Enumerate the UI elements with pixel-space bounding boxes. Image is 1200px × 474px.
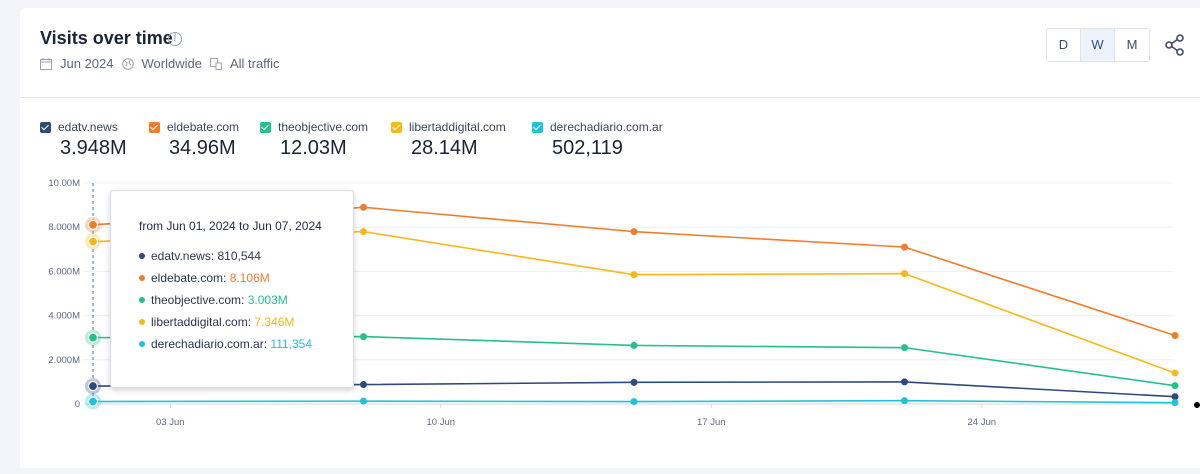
y-tick-label: 0 [75, 399, 80, 410]
legend-checkbox-theobjective[interactable] [260, 121, 271, 133]
tooltip-row-eldebate: eldebate.com: 8.106M [139, 271, 270, 285]
legend-item-theobjective[interactable]: theobjective.com 12.03M [260, 119, 391, 160]
region-label: Worldwide [141, 56, 202, 71]
y-tick-label: 4.000M [48, 311, 80, 322]
tooltip-label: libertaddigital.com: [151, 315, 252, 329]
share-icon[interactable] [1164, 34, 1186, 56]
chart-legend: edatv.news 3.948M eldebate.com 34.96M th… [40, 119, 692, 160]
tooltip-label: theobjective.com: [151, 293, 245, 307]
legend-value: 3.948M [60, 137, 127, 159]
legend-name: edatv.news [58, 120, 118, 134]
granularity-week-button[interactable]: W [1081, 29, 1115, 61]
legend-item-derechadiario[interactable]: derechadiario.com.ar 502,119 [532, 119, 692, 160]
data-point [630, 341, 638, 349]
granularity-toggle: D W M [1046, 28, 1150, 62]
highlight-point [87, 219, 99, 230]
tooltip-row-theobjective: theobjective.com: 3.003M [139, 293, 288, 307]
devices-icon [209, 57, 222, 70]
legend-checkbox-edatv[interactable] [40, 121, 51, 133]
page-title: Visits over time [40, 28, 173, 48]
region-filter[interactable]: Worldwide [121, 56, 202, 71]
tooltip-row-libertaddigital: libertaddigital.com: 7.346M [139, 315, 294, 329]
data-point [630, 228, 638, 236]
tooltip-value: 810,544 [217, 249, 261, 263]
card-header: Visits over time i Jun 2024 Worldwide Al… [20, 8, 1200, 98]
tooltip-value: 8.106M [229, 271, 270, 285]
tooltip-value: 7.346M [254, 315, 295, 329]
tooltip-value: 111,354 [270, 337, 313, 351]
data-point [1171, 369, 1179, 377]
tooltip-row-edatv: edatv.news: 810,544 [139, 249, 261, 263]
data-point [360, 203, 367, 211]
tooltip-dot [139, 319, 145, 325]
data-point [901, 397, 908, 405]
x-tick-label: 17 Jun [697, 417, 726, 428]
calendar-icon [40, 57, 52, 70]
data-point [360, 381, 367, 389]
chart-tooltip: from Jun 01, 2024 to Jun 07, 2024 edatv.… [110, 190, 354, 388]
filter-meta: Jun 2024 Worldwide All traffic [40, 56, 288, 71]
data-point [1171, 382, 1179, 390]
highlight-point [87, 332, 99, 343]
tooltip-label: derechadiario.com.ar: [151, 337, 268, 351]
data-point [901, 344, 908, 352]
legend-name: theobjective.com [278, 120, 369, 134]
data-point [901, 243, 908, 251]
data-point [630, 271, 638, 279]
scroll-marker [1194, 402, 1200, 408]
legend-value: 28.14M [411, 137, 478, 159]
legend-name: libertaddigital.com [409, 120, 506, 134]
y-tick-label: 8.000M [48, 222, 80, 233]
tooltip-row-derechadiario: derechadiario.com.ar: 111,354 [139, 337, 312, 351]
tooltip-title: from Jun 01, 2024 to Jun 07, 2024 [139, 219, 322, 233]
highlight-point [87, 236, 99, 247]
tooltip-value: 3.003M [247, 293, 288, 307]
data-point [901, 378, 908, 386]
x-tick-label: 10 Jun [427, 417, 456, 428]
data-point [1171, 399, 1179, 407]
traffic-filter[interactable]: All traffic [209, 56, 280, 71]
x-tick-label: 03 Jun [156, 417, 185, 428]
data-point [1171, 393, 1179, 401]
data-point [630, 398, 638, 406]
legend-checkbox-eldebate[interactable] [149, 121, 160, 133]
granularity-month-button[interactable]: M [1126, 37, 1138, 52]
info-icon[interactable]: i [168, 32, 182, 46]
traffic-label: All traffic [229, 56, 280, 71]
data-point [360, 333, 367, 341]
granularity-day-button[interactable]: D [1047, 29, 1081, 61]
legend-value: 502,119 [552, 137, 623, 159]
tooltip-label: eldebate.com: [151, 271, 227, 285]
data-point [901, 270, 908, 278]
highlight-point [87, 396, 99, 407]
legend-item-eldebate[interactable]: eldebate.com 34.96M [149, 119, 260, 160]
legend-checkbox-libertaddigital[interactable] [391, 121, 402, 133]
tooltip-dot [139, 275, 145, 281]
legend-item-edatv[interactable]: edatv.news 3.948M [40, 119, 149, 160]
data-point [360, 397, 367, 405]
legend-name: eldebate.com [167, 120, 240, 134]
legend-checkbox-derechadiario[interactable] [532, 121, 543, 133]
legend-value: 34.96M [169, 137, 236, 159]
tooltip-dot [139, 341, 145, 347]
tooltip-dot [139, 297, 145, 303]
highlight-point [87, 380, 99, 392]
legend-name: derechadiario.com.ar [550, 120, 663, 134]
date-label: Jun 2024 [60, 56, 114, 71]
legend-value: 12.03M [280, 137, 347, 159]
tooltip-label: edatv.news: [151, 249, 215, 263]
date-filter[interactable]: Jun 2024 [40, 56, 114, 71]
y-tick-label: 6.000M [48, 266, 80, 277]
x-tick-label: 24 Jun [968, 417, 997, 428]
globe-icon [121, 57, 134, 70]
legend-item-libertaddigital[interactable]: libertaddigital.com 28.14M [391, 119, 532, 160]
y-tick-label: 10.00M [48, 178, 80, 189]
y-tick-label: 2.000M [48, 355, 80, 366]
data-point [630, 378, 638, 386]
data-point [360, 228, 367, 236]
tooltip-dot [139, 253, 145, 259]
data-point [1171, 331, 1179, 339]
